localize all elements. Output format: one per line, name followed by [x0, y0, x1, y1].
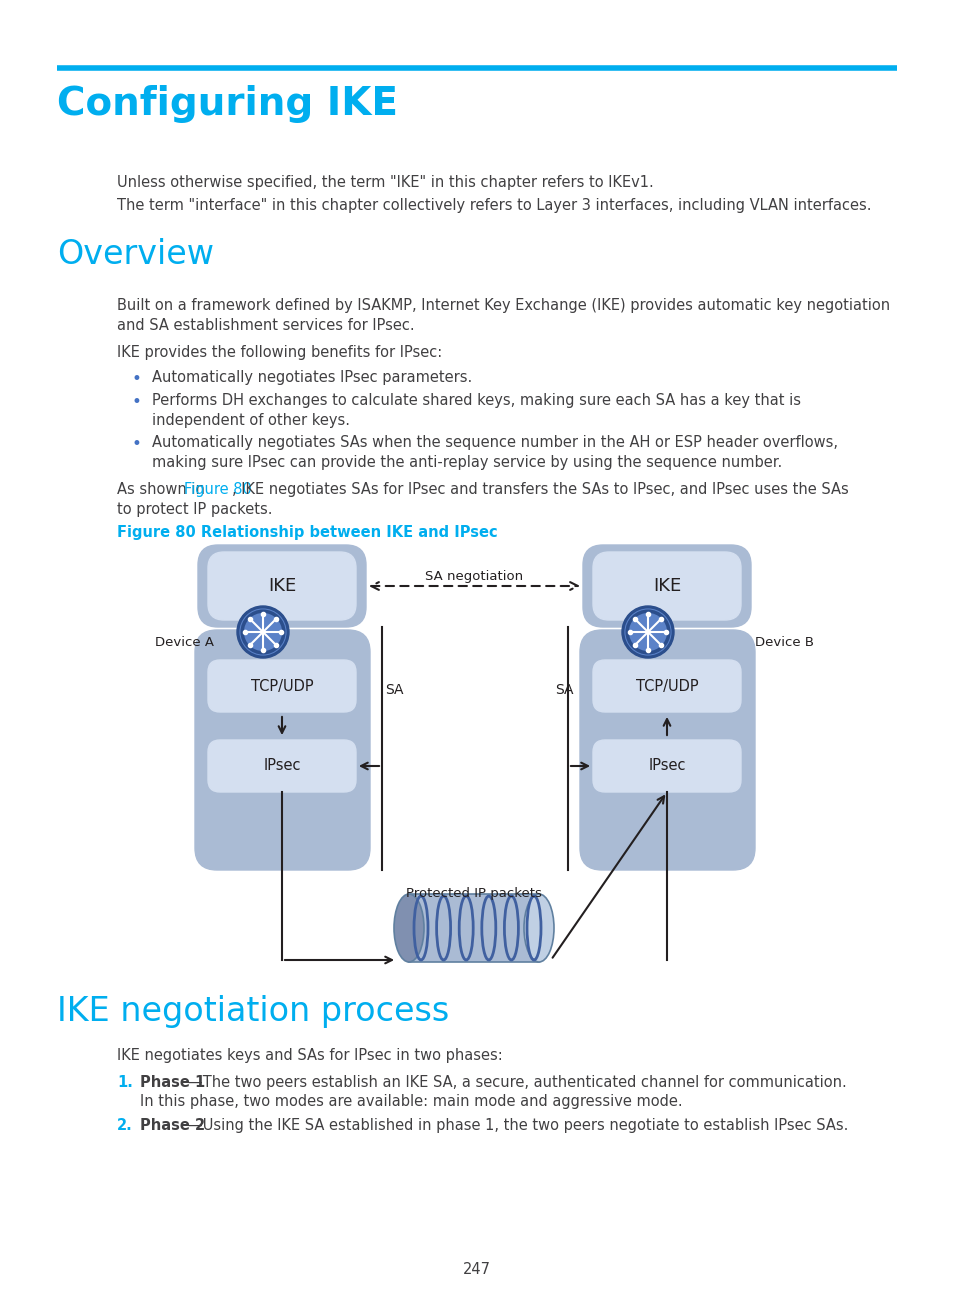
- Circle shape: [621, 607, 673, 658]
- Text: TCP/UDP: TCP/UDP: [251, 679, 313, 693]
- Text: In this phase, two modes are available: main mode and aggressive mode.: In this phase, two modes are available: …: [140, 1094, 682, 1109]
- Text: , IKE negotiates SAs for IPsec and transfers the SAs to IPsec, and IPsec uses th: , IKE negotiates SAs for IPsec and trans…: [232, 482, 848, 496]
- Text: 1.: 1.: [117, 1074, 132, 1090]
- Ellipse shape: [523, 894, 554, 962]
- Text: Device A: Device A: [154, 635, 213, 648]
- Text: Phase 2: Phase 2: [140, 1118, 205, 1133]
- Circle shape: [624, 609, 670, 654]
- Text: IKE: IKE: [652, 577, 680, 595]
- FancyBboxPatch shape: [208, 552, 355, 619]
- Text: independent of other keys.: independent of other keys.: [152, 413, 350, 428]
- FancyBboxPatch shape: [579, 630, 754, 870]
- FancyBboxPatch shape: [593, 552, 740, 619]
- Text: Built on a framework defined by ISAKMP, Internet Key Exchange (IKE) provides aut: Built on a framework defined by ISAKMP, …: [117, 298, 889, 314]
- Text: The term "interface" in this chapter collectively refers to Layer 3 interfaces, : The term "interface" in this chapter col…: [117, 198, 871, 213]
- Text: 247: 247: [462, 1262, 491, 1277]
- Text: IKE: IKE: [268, 577, 295, 595]
- Text: IPsec: IPsec: [648, 758, 685, 774]
- Circle shape: [236, 607, 289, 658]
- Text: TCP/UDP: TCP/UDP: [635, 679, 698, 693]
- FancyBboxPatch shape: [593, 660, 740, 712]
- Text: IKE negotiates keys and SAs for IPsec in two phases:: IKE negotiates keys and SAs for IPsec in…: [117, 1048, 502, 1063]
- Text: Automatically negotiates IPsec parameters.: Automatically negotiates IPsec parameter…: [152, 369, 472, 385]
- Text: IKE negotiation process: IKE negotiation process: [57, 995, 449, 1028]
- Text: As shown in: As shown in: [117, 482, 210, 496]
- Text: SA negotiation: SA negotiation: [424, 570, 522, 583]
- Ellipse shape: [394, 894, 423, 962]
- Text: SA: SA: [555, 683, 573, 697]
- Text: and SA establishment services for IPsec.: and SA establishment services for IPsec.: [117, 318, 415, 333]
- Text: Automatically negotiates SAs when the sequence number in the AH or ESP header ov: Automatically negotiates SAs when the se…: [152, 435, 837, 450]
- FancyBboxPatch shape: [582, 546, 750, 627]
- FancyBboxPatch shape: [194, 630, 370, 870]
- Text: Phase 1: Phase 1: [140, 1074, 205, 1090]
- Text: SA: SA: [385, 683, 403, 697]
- Text: —Using the IKE SA established in phase 1, the two peers negotiate to establish I: —Using the IKE SA established in phase 1…: [188, 1118, 847, 1133]
- Text: 2.: 2.: [117, 1118, 132, 1133]
- Text: —The two peers establish an IKE SA, a secure, authenticated channel for communic: —The two peers establish an IKE SA, a se…: [188, 1074, 846, 1090]
- Text: Configuring IKE: Configuring IKE: [57, 86, 397, 123]
- FancyBboxPatch shape: [198, 546, 366, 627]
- FancyBboxPatch shape: [593, 740, 740, 792]
- Text: Figure 80 Relationship between IKE and IPsec: Figure 80 Relationship between IKE and I…: [117, 525, 497, 540]
- Text: making sure IPsec can provide the anti-replay service by using the sequence numb: making sure IPsec can provide the anti-r…: [152, 455, 781, 470]
- Text: •: •: [132, 393, 142, 411]
- Text: Performs DH exchanges to calculate shared keys, making sure each SA has a key th: Performs DH exchanges to calculate share…: [152, 393, 801, 408]
- Text: Protected IP packets: Protected IP packets: [406, 886, 541, 899]
- Text: Unless otherwise specified, the term "IKE" in this chapter refers to IKEv1.: Unless otherwise specified, the term "IK…: [117, 175, 653, 191]
- Text: to protect IP packets.: to protect IP packets.: [117, 502, 273, 517]
- Text: IKE provides the following benefits for IPsec:: IKE provides the following benefits for …: [117, 345, 442, 360]
- Text: Device B: Device B: [754, 635, 813, 648]
- Text: Overview: Overview: [57, 238, 213, 271]
- Text: Figure 80: Figure 80: [184, 482, 252, 496]
- Text: IPsec: IPsec: [263, 758, 300, 774]
- Text: •: •: [132, 435, 142, 454]
- FancyBboxPatch shape: [208, 740, 355, 792]
- FancyBboxPatch shape: [208, 660, 355, 712]
- Circle shape: [240, 609, 286, 654]
- Text: •: •: [132, 369, 142, 388]
- Bar: [409, 894, 538, 962]
